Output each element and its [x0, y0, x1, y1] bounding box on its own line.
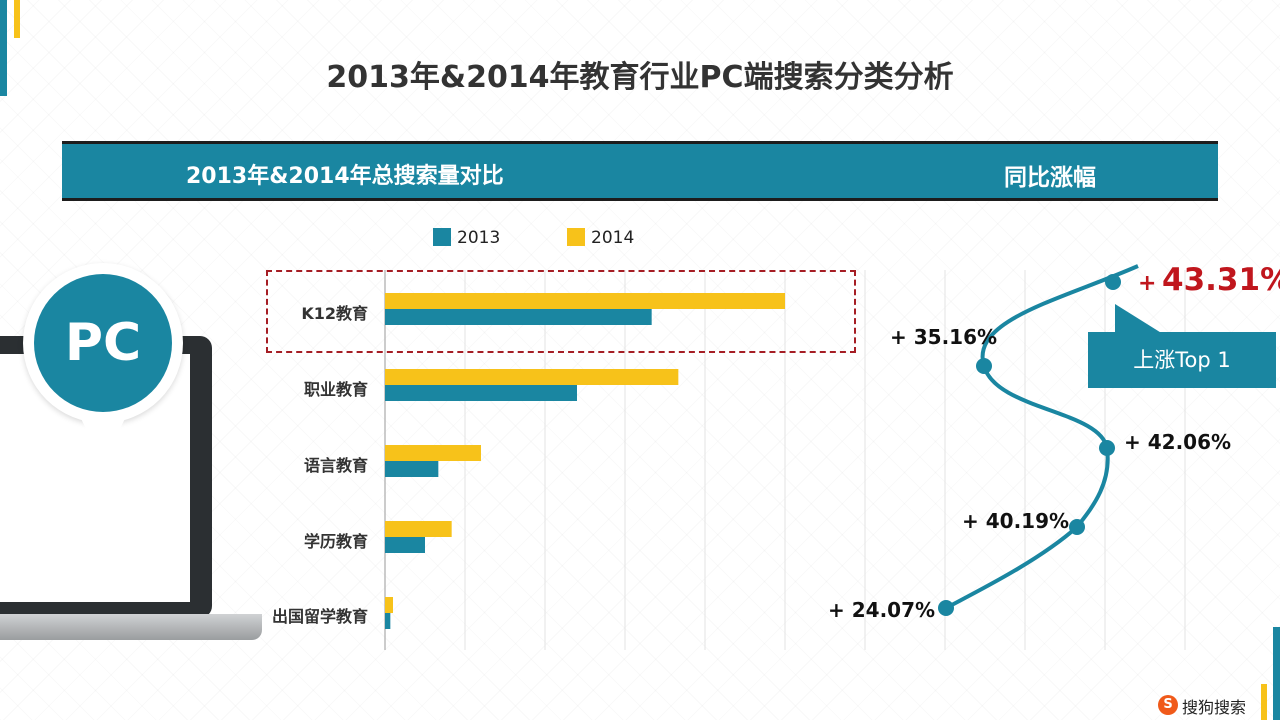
brand-label: 搜狗搜索	[1182, 698, 1247, 717]
bar-2014	[385, 597, 393, 613]
pct-prefix-study-abroad: +	[828, 598, 845, 622]
laptop-base	[0, 614, 262, 640]
bar-2014	[385, 521, 452, 537]
pct-value-degree: 40.19%	[985, 509, 1070, 533]
top1-callout: 上涨Top 1	[1088, 332, 1276, 388]
growth-point	[1105, 274, 1121, 290]
bar-2013	[385, 613, 391, 629]
category-label-k12: K12教育	[301, 304, 368, 323]
legend-swatch-2013	[433, 228, 451, 246]
bar-2013	[385, 385, 577, 401]
growth-point	[976, 358, 992, 374]
bar-2013	[385, 309, 652, 325]
pct-value-language: 42.06%	[1147, 430, 1232, 454]
band-left-title: 2013年&2014年总搜索量对比	[186, 164, 504, 189]
category-label-language: 语言教育	[303, 456, 368, 475]
pct-label-degree: + 40.19%	[962, 509, 1069, 533]
category-label-study-abroad: 出国留学教育	[271, 607, 368, 626]
sogou-logo-icon: S	[1158, 695, 1178, 715]
pct-value-k12: 43.31%	[1162, 262, 1280, 298]
bottom-yellow-accent	[1261, 684, 1267, 720]
legend-label-2014: 2014	[591, 228, 635, 248]
legend-item-2013: 2013	[433, 228, 500, 248]
top-yellow-accent	[14, 0, 20, 38]
pct-label-k12: + 43.31%	[1138, 262, 1280, 298]
growth-curve-line	[945, 264, 1139, 610]
pct-prefix-degree: +	[962, 509, 979, 533]
growth-point	[1099, 440, 1115, 456]
page-title: 2013年&2014年教育行业PC端搜索分类分析	[326, 60, 954, 95]
bar-2013	[385, 461, 439, 477]
pct-prefix-language: +	[1124, 430, 1141, 454]
growth-point	[938, 600, 954, 616]
bar-2014	[385, 369, 679, 385]
bar-2013	[385, 537, 425, 553]
pct-label-language: + 42.06%	[1124, 430, 1231, 454]
pct-value-vocational: 35.16%	[913, 325, 998, 349]
callout-pointer	[1115, 304, 1163, 334]
category-label-vocational: 职业教育	[303, 380, 368, 399]
growth-point	[1069, 519, 1085, 535]
left-accent-bar	[0, 0, 7, 96]
legend-swatch-2014	[567, 228, 585, 246]
band-right-title: 同比涨幅	[1004, 165, 1096, 191]
pct-prefix-vocational: +	[890, 325, 907, 349]
category-label-degree: 学历教育	[303, 532, 368, 551]
pct-prefix-k12: +	[1138, 271, 1157, 296]
header-band: 2013年&2014年总搜索量对比 同比涨幅	[62, 141, 1218, 201]
bar-2014	[385, 293, 785, 309]
k12-highlight-box	[266, 270, 856, 353]
pc-pin-circle	[34, 274, 172, 412]
pct-value-study-abroad: 24.07%	[851, 598, 936, 622]
legend-label-2013: 2013	[457, 228, 501, 248]
bar-2014	[385, 445, 481, 461]
pc-badge-text: PC	[64, 313, 142, 373]
pct-label-study-abroad: + 24.07%	[828, 598, 935, 622]
pct-label-vocational: + 35.16%	[890, 325, 997, 349]
right-accent-bar	[1273, 627, 1280, 720]
pc-pin-tail	[73, 402, 133, 464]
legend-item-2014: 2014	[567, 228, 634, 248]
